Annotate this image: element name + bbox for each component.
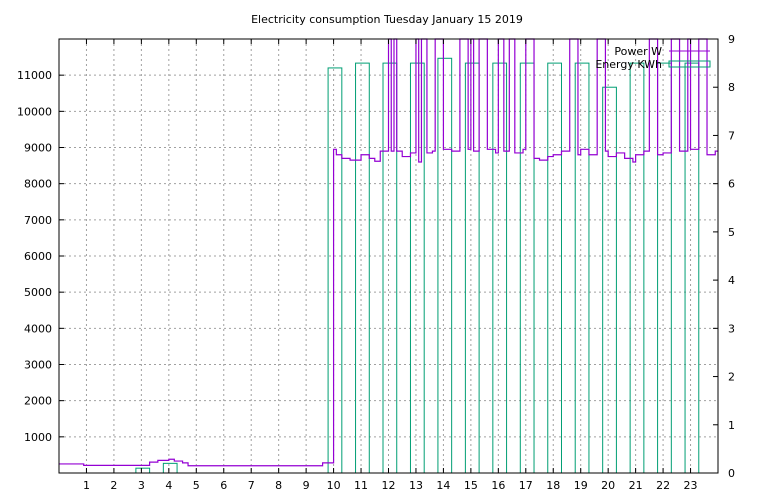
x-tick-label: 14 — [436, 479, 450, 492]
x-tick-label: 5 — [193, 479, 200, 492]
energy-bar — [355, 62, 370, 474]
y2-tick-label: 9 — [728, 33, 735, 46]
x-tick-label: 1 — [83, 479, 90, 492]
y-axis-right: 0 1 2 3 4 5 6 7 8 9 — [713, 33, 735, 480]
grid-lines — [59, 39, 718, 473]
chart-title: Electricity consumption Tuesday January … — [251, 13, 523, 26]
energy-bar — [602, 86, 617, 474]
x-tick-label: 17 — [519, 479, 533, 492]
x-tick-label: 2 — [110, 479, 117, 492]
energy-series — [135, 57, 700, 474]
x-tick-label: 6 — [220, 479, 227, 492]
y-tick-label: 9000 — [24, 142, 52, 155]
legend-label-energy: Energy KWh — [595, 58, 662, 71]
energy-bar — [409, 62, 425, 474]
y-tick-label: 3000 — [24, 359, 52, 372]
x-tick-label: 11 — [354, 479, 368, 492]
y-tick-label: 8000 — [24, 178, 52, 191]
x-tick-label: 13 — [409, 479, 423, 492]
energy-bar — [684, 62, 700, 474]
x-tick-label: 16 — [491, 479, 505, 492]
energy-bar — [327, 67, 343, 474]
x-tick-label: 3 — [138, 479, 145, 492]
legend-label-power: Power W — [614, 45, 662, 58]
energy-bar — [464, 62, 480, 474]
energy-bar — [547, 62, 562, 474]
x-tick-label: 22 — [656, 479, 670, 492]
y-tick-label: 4000 — [24, 322, 52, 335]
y-tick-label: 5000 — [24, 286, 52, 299]
y-axis-left: 1000 2000 3000 4000 5000 6000 7000 8000 9000 1000… — [17, 69, 64, 444]
energy-bar — [135, 467, 151, 474]
x-tick-label: 23 — [684, 479, 698, 492]
legend-swatch-energy — [668, 60, 711, 68]
y2-tick-label: 6 — [728, 178, 735, 191]
energy-bar — [437, 57, 453, 474]
y2-tick-label: 8 — [728, 81, 735, 94]
y-tick-label: 7000 — [24, 214, 52, 227]
y2-tick-label: 0 — [728, 467, 735, 480]
y2-tick-label: 5 — [728, 226, 735, 239]
y2-tick-label: 1 — [728, 419, 735, 432]
x-axis: 1 2 3 4 5 6 7 8 9 10 11 12 13 14 15 16 17 18 19 20 21 22 23 — [83, 39, 698, 492]
x-tick-label: 18 — [546, 479, 560, 492]
y-tick-label: 10000 — [17, 105, 52, 118]
x-tick-label: 12 — [382, 479, 396, 492]
y-tick-label: 1000 — [24, 431, 52, 444]
x-tick-label: 8 — [275, 479, 282, 492]
y2-tick-label: 7 — [728, 129, 735, 142]
y-tick-label: 2000 — [24, 395, 52, 408]
y-tick-label: 6000 — [24, 250, 52, 263]
x-tick-label: 15 — [464, 479, 478, 492]
x-tick-label: 21 — [629, 479, 643, 492]
energy-bar — [657, 62, 672, 474]
energy-bar — [492, 62, 508, 474]
y2-tick-label: 2 — [728, 371, 735, 384]
y-tick-label: 11000 — [17, 69, 52, 82]
x-tick-label: 9 — [303, 479, 310, 492]
energy-bar — [629, 62, 645, 474]
x-tick-label: 4 — [165, 479, 172, 492]
power-series — [59, 38, 718, 467]
energy-bar — [574, 62, 590, 474]
power-line-path — [59, 38, 718, 467]
x-tick-label: 20 — [601, 479, 615, 492]
y2-tick-label: 3 — [728, 322, 735, 335]
x-tick-label: 7 — [248, 479, 255, 492]
energy-bar — [382, 62, 398, 474]
x-tick-label: 19 — [574, 479, 588, 492]
x-tick-label: 10 — [327, 479, 341, 492]
legend: Power W Energy KWh — [595, 45, 711, 71]
energy-bar — [162, 462, 178, 474]
y2-tick-label: 4 — [728, 274, 735, 287]
energy-bar — [519, 62, 535, 474]
